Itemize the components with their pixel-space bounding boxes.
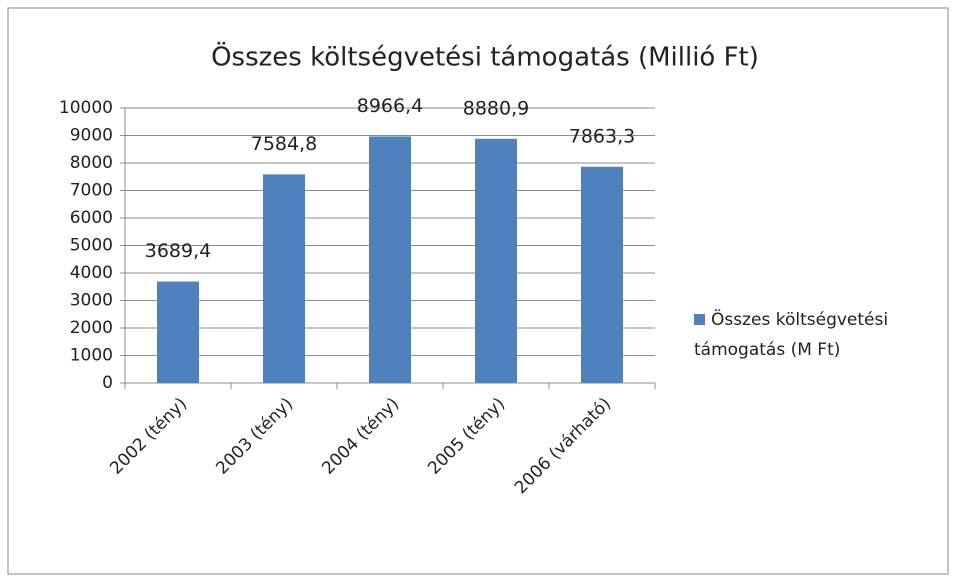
bar: [369, 136, 411, 383]
bar: [263, 174, 305, 383]
y-tick-label: 8000: [70, 153, 113, 173]
y-tick-label: 1000: [70, 346, 113, 366]
y-tick-label: 0: [102, 373, 113, 393]
legend-label: Összes költségvetési támogatás (M Ft): [694, 310, 889, 360]
data-label: 8966,4: [357, 95, 423, 117]
y-tick-label: 6000: [70, 208, 113, 228]
y-tick-label: 3000: [70, 291, 113, 311]
bar: [475, 138, 517, 383]
bar: [581, 166, 623, 383]
x-tick-label: 2006 (várható): [511, 394, 615, 498]
x-tick-label: 2004 (tény): [318, 394, 403, 479]
y-tick-label: 10000: [59, 98, 113, 118]
data-label: 7584,8: [251, 133, 317, 155]
data-label: 7863,3: [569, 125, 635, 147]
bar: [157, 281, 199, 383]
y-tick-label: 7000: [70, 181, 113, 201]
x-tick-label: 2005 (tény): [424, 394, 509, 479]
data-label: 8880,9: [463, 97, 529, 119]
legend: Összes költségvetési támogatás (M Ft): [694, 305, 924, 365]
y-tick-label: 2000: [70, 318, 113, 338]
x-tick-label: 2002 (tény): [106, 394, 191, 479]
data-label: 3689,4: [145, 240, 211, 262]
chart-border: [7, 7, 949, 575]
y-tick-label: 9000: [70, 126, 113, 146]
y-tick-label: 4000: [70, 263, 113, 283]
x-tick-label: 2003 (tény): [212, 394, 297, 479]
y-tick-label: 5000: [70, 236, 113, 256]
legend-swatch: [694, 314, 705, 325]
chart-title: Összes költségvetési támogatás (Millió F…: [211, 41, 759, 73]
